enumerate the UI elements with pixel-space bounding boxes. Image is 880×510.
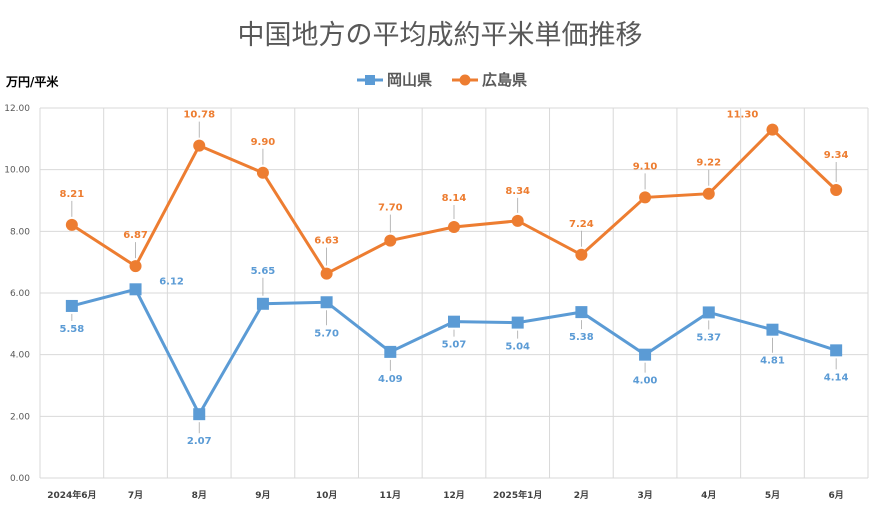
data-point: [575, 306, 588, 319]
legend-label: 広島県: [482, 71, 527, 89]
legend-marker-square: [365, 75, 375, 85]
data-point: [193, 408, 206, 421]
x-tick-label: 2月: [574, 490, 589, 501]
data-point: [320, 267, 333, 280]
data-point: [830, 344, 843, 357]
x-tick-label: 5月: [765, 490, 780, 501]
data-point: [65, 218, 78, 231]
y-tick-label: 10.00: [4, 166, 30, 176]
gridlines: [39, 107, 869, 479]
series-line: [71, 287, 837, 418]
y-axis-ticks: 0.00 2.00 4.00 6.00 8.00 10.00 12.00: [4, 104, 30, 484]
data-label: 5.04: [505, 342, 530, 353]
x-tick-label: 4月: [701, 490, 716, 501]
y-tick-label: 2.00: [10, 412, 30, 422]
data-label: 11.30: [727, 110, 759, 121]
data-point: [193, 139, 206, 152]
y-tick-label: 0.00: [10, 474, 30, 484]
data-label: 9.90: [251, 137, 276, 148]
data-label: 10.78: [183, 110, 215, 121]
series-group: 5.58 6.12 2.07 5.65 5.70 4.09 5.07 5.04 5.38 4.00…: [60, 110, 849, 448]
y-tick-label: 12.00: [4, 104, 30, 114]
data-point: [702, 187, 715, 200]
data-label: 5.38: [569, 332, 594, 343]
legend-entry: 岡山県: [357, 71, 432, 89]
x-tick-label: 3月: [637, 490, 652, 501]
data-label: 9.34: [824, 150, 849, 161]
data-point: [448, 221, 460, 234]
x-tick-label: 7月: [128, 490, 143, 501]
legend-entry: 広島県: [452, 71, 527, 89]
x-tick-label: 8月: [192, 490, 207, 501]
data-label: 8.21: [60, 189, 85, 200]
data-point: [129, 260, 142, 273]
data-point: [639, 191, 652, 204]
data-point: [448, 315, 460, 328]
x-tick-label: 10月: [316, 490, 338, 501]
data-label: 9.10: [633, 161, 658, 172]
series-1: 5.58 6.12 2.07 5.65 5.70 4.09 5.07 5.04 5.38 4.00…: [60, 266, 849, 447]
data-label: 7.24: [569, 219, 594, 230]
data-label: 5.37: [696, 332, 721, 343]
data-point: [129, 283, 142, 296]
y-tick-label: 8.00: [10, 227, 30, 237]
x-tick-label: 9月: [255, 490, 270, 501]
x-tick-label: 2024年6月: [47, 489, 96, 501]
data-point: [256, 297, 269, 310]
data-label: 2.07: [187, 436, 212, 447]
data-point: [320, 296, 333, 309]
data-label: 7.70: [378, 203, 403, 214]
x-tick-label: 6月: [829, 490, 844, 501]
data-point: [702, 306, 715, 319]
x-axis-ticks: 2024年6月 7月 8月 9月 10月 11月 12月 2025年1月 2月 3月 4月 5月 6月: [47, 489, 844, 501]
data-point: [511, 214, 524, 227]
legend-label: 岡山県: [387, 71, 432, 89]
data-label: 6.12: [159, 276, 184, 287]
data-label: 8.14: [442, 193, 467, 204]
data-label: 5.65: [251, 266, 276, 277]
data-point: [384, 345, 397, 358]
legend-marker-circle: [459, 74, 471, 86]
data-point: [766, 323, 779, 336]
series-2: 8.21 6.87 10.78 9.90 6.63 7.70 8.14 8.34 7.24 9.1…: [60, 110, 849, 280]
data-point: [256, 166, 269, 179]
data-point: [575, 248, 588, 261]
data-label: 4.00: [633, 376, 658, 387]
y-tick-label: 6.00: [10, 289, 30, 299]
data-point: [766, 123, 779, 136]
legend: 岡山県 広島県: [357, 71, 527, 89]
chart-title: 中国地方の平均成約平米単価推移: [238, 20, 643, 51]
data-point: [639, 348, 652, 361]
x-tick-label: 11月: [380, 490, 402, 501]
data-label: 4.14: [824, 372, 849, 383]
y-tick-label: 4.00: [10, 351, 30, 361]
data-label: 4.81: [760, 356, 785, 367]
data-label: 5.58: [60, 324, 85, 335]
data-point: [65, 299, 78, 312]
x-tick-label: 2025年1月: [493, 489, 542, 501]
data-label: 6.87: [123, 230, 148, 241]
y-axis-unit-label: 万円/平米: [5, 74, 59, 89]
data-label: 5.07: [442, 340, 467, 351]
data-point: [830, 184, 843, 197]
data-label: 8.34: [505, 186, 530, 197]
data-label: 5.70: [314, 328, 339, 339]
data-point: [384, 234, 397, 247]
data-label: 6.63: [314, 236, 339, 247]
data-label: 9.22: [696, 158, 721, 169]
data-point: [511, 316, 524, 329]
x-tick-label: 12月: [443, 490, 465, 501]
data-label: 4.09: [378, 374, 403, 385]
